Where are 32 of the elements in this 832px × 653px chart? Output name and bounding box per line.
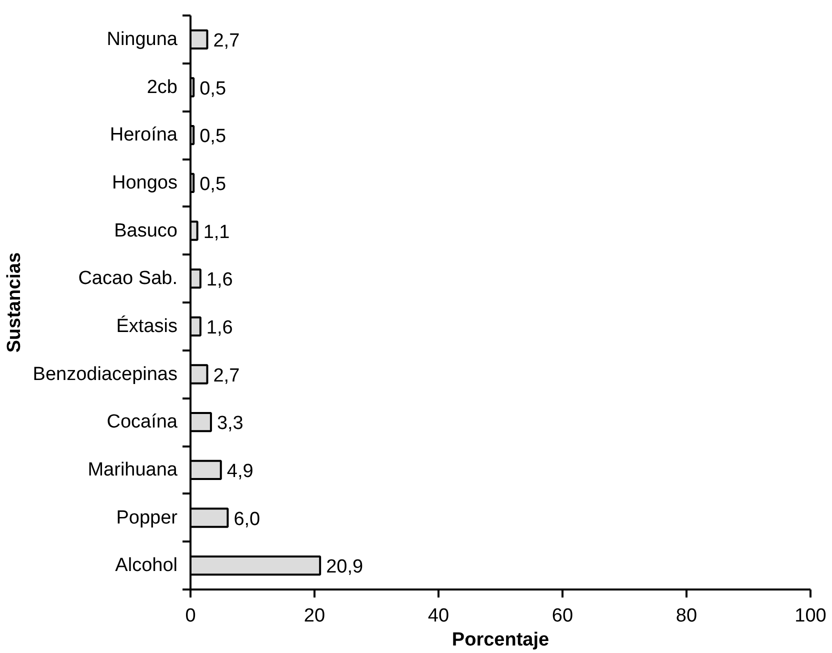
- y-tick-label: Cocaína: [106, 412, 178, 433]
- data-label: 0,5: [200, 174, 226, 195]
- y-tick-label: Popper: [116, 507, 178, 528]
- x-tick-label: 80: [676, 606, 698, 626]
- y-tick-label: Alcohol: [115, 555, 178, 576]
- y-tick-label: Marihuana: [88, 459, 178, 480]
- x-tick-label: 20: [304, 606, 326, 626]
- data-label: 1,6: [206, 317, 233, 338]
- x-tick-label: 0: [185, 606, 196, 626]
- data-label: 2,7: [213, 365, 240, 386]
- y-tick-label: Éxtasis: [116, 314, 178, 337]
- y-axis-title: Sustancias: [4, 252, 25, 353]
- x-tick-label: 100: [794, 606, 826, 626]
- y-tick-label: Basuco: [114, 220, 178, 242]
- data-label: 1,6: [206, 270, 233, 291]
- data-label: 6,0: [234, 508, 260, 530]
- y-tick-label: Cacao Sab.: [78, 268, 178, 290]
- data-label: 0,5: [200, 78, 226, 100]
- y-tick-label: 2cb: [146, 76, 178, 98]
- y-tick-label: Heroína: [110, 124, 178, 146]
- data-label: 3,3: [216, 413, 244, 434]
- data-label: 0,5: [200, 126, 226, 148]
- y-tick-label: Benzodiacepinas: [32, 364, 178, 385]
- data-label: 4,9: [226, 460, 254, 482]
- y-tick-label: Hongos: [112, 172, 178, 194]
- data-label: 20,9: [326, 556, 364, 578]
- y-tick-label: Ninguna: [106, 28, 178, 50]
- data-label: 1,1: [203, 222, 230, 243]
- x-tick-label: 40: [428, 606, 450, 626]
- x-tick-label: 60: [552, 606, 574, 626]
- x-axis-title: Porcentaje: [452, 630, 550, 650]
- data-label: 2,7: [213, 30, 240, 52]
